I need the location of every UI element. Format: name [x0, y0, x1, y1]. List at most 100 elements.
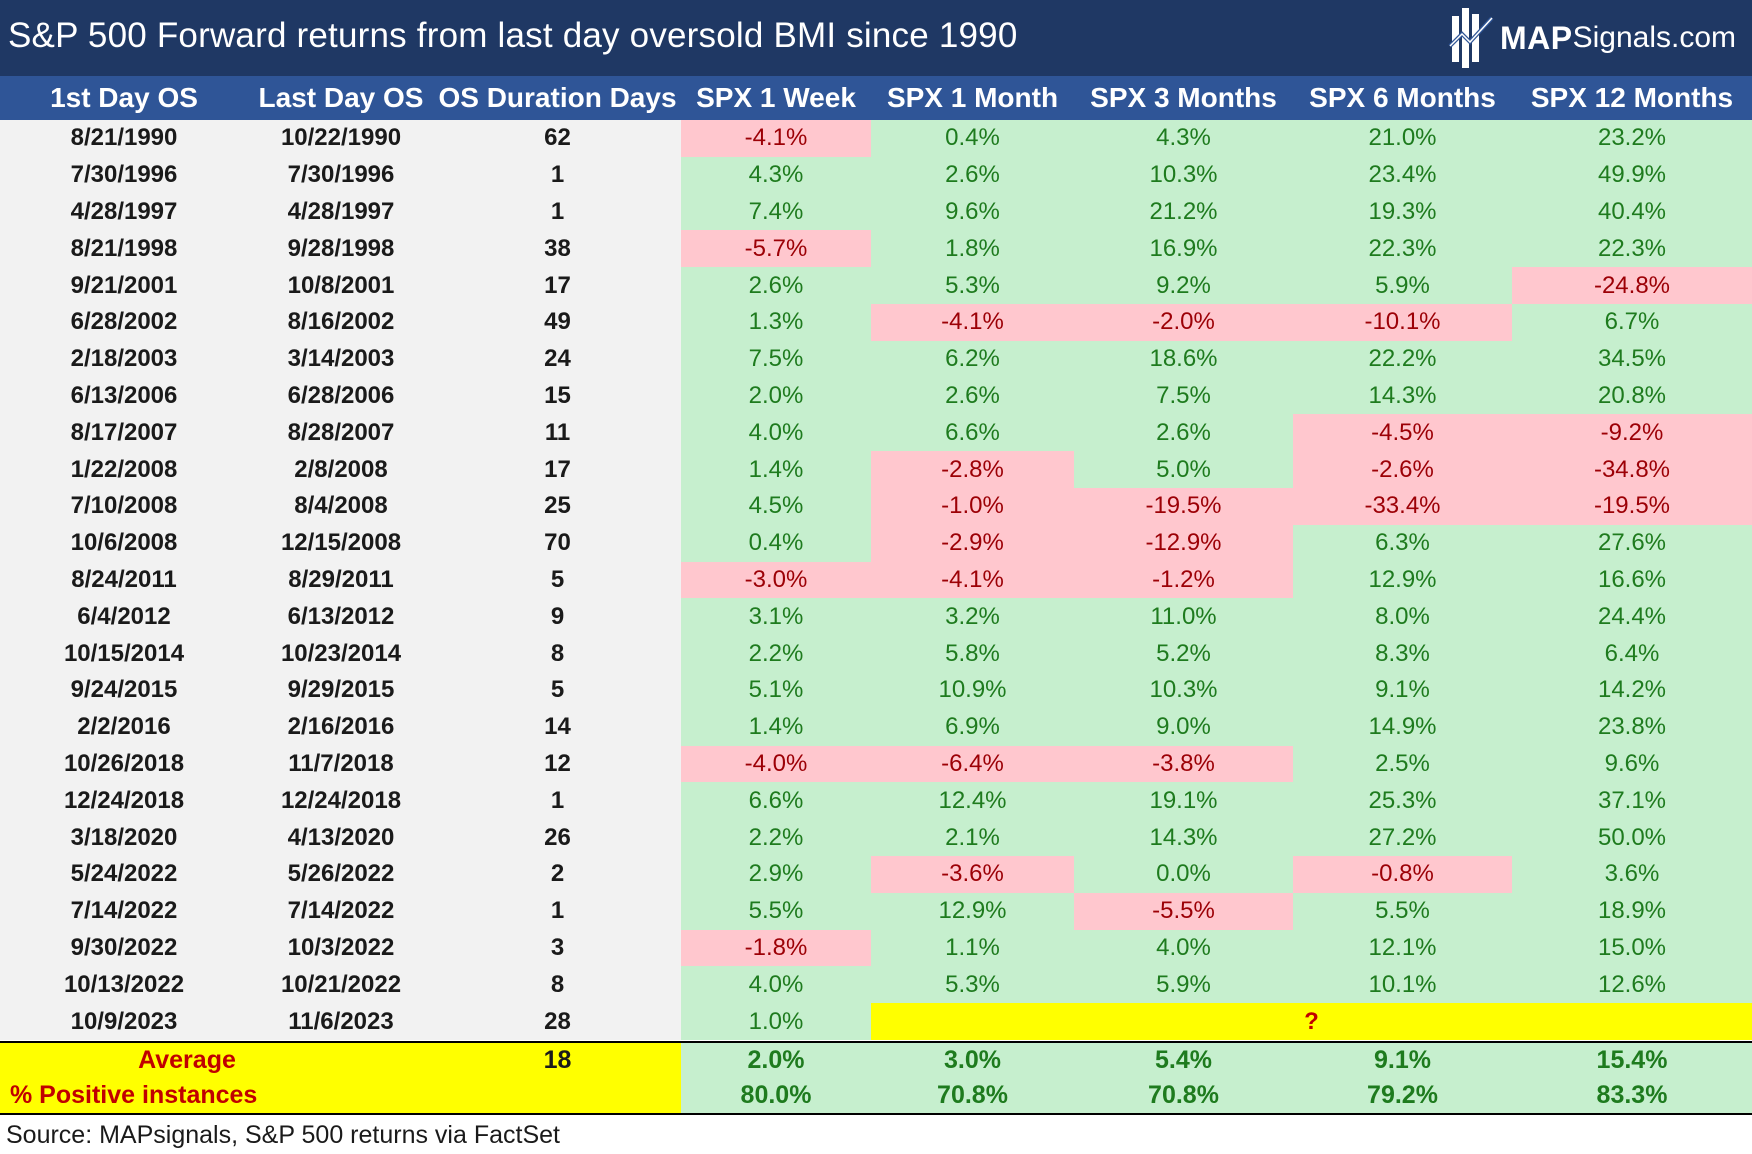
return-cell: 2.9% — [681, 855, 871, 893]
last-day-cell: 10/21/2022 — [248, 966, 434, 1004]
first-day-cell: 5/24/2022 — [0, 855, 248, 893]
return-cell: 2.6% — [1074, 414, 1293, 452]
source-note: Source: MAPsignals, S&P 500 returns via … — [6, 1121, 560, 1149]
return-cell: -10.1% — [1293, 303, 1512, 341]
first-day-cell: 10/15/2014 — [0, 635, 248, 672]
return-cell: 4.3% — [1074, 120, 1293, 157]
duration-cell: 1 — [434, 156, 681, 194]
summary-value: 79.2% — [1293, 1078, 1512, 1113]
return-cell: 2.6% — [681, 267, 871, 304]
return-cell: 2.0% — [681, 377, 871, 415]
return-cell: 4.5% — [681, 487, 871, 525]
return-cell: 49.9% — [1512, 156, 1752, 194]
return-cell: 0.4% — [871, 120, 1074, 157]
first-day-cell: 1/22/2008 — [0, 451, 248, 488]
return-cell: 7.5% — [681, 340, 871, 378]
last-day-cell: 4/28/1997 — [248, 193, 434, 231]
duration-cell: 11 — [434, 414, 681, 452]
return-cell: -2.9% — [871, 524, 1074, 562]
return-cell: -19.5% — [1074, 487, 1293, 525]
table-row: 3/18/2020 4/13/2020 26 2.2% 2.1% 14.3% 27.2% 50… — [0, 819, 1752, 856]
table-row: 7/14/2022 7/14/2022 1 5.5% 12.9% -5.5% 5.5% 18.… — [0, 892, 1752, 930]
duration-cell: 15 — [434, 377, 681, 415]
return-cell: -3.0% — [681, 561, 871, 599]
return-cell: 10.9% — [871, 671, 1074, 709]
first-day-cell: 7/30/1996 — [0, 156, 248, 194]
return-cell: 2.6% — [871, 377, 1074, 415]
table-row: 10/13/2022 10/21/2022 8 4.0% 5.3% 5.9% 10.1% 12… — [0, 966, 1752, 1004]
return-cell: -33.4% — [1293, 487, 1512, 525]
summary-value: 80.0% — [681, 1078, 871, 1113]
return-cell: 22.3% — [1293, 230, 1512, 268]
return-cell: -1.0% — [871, 487, 1074, 525]
return-cell: 14.3% — [1293, 377, 1512, 415]
return-cell: -4.1% — [871, 303, 1074, 341]
duration-cell: 28 — [434, 1003, 681, 1040]
table-row: 2/2/2016 2/16/2016 14 1.4% 6.9% 9.0% 14.9% 23.8… — [0, 708, 1752, 746]
column-header: SPX 1 Week — [696, 82, 856, 113]
return-cell: 15.0% — [1512, 929, 1752, 967]
return-cell: 5.5% — [1293, 892, 1512, 930]
last-day-cell: 2/16/2016 — [248, 708, 434, 746]
return-cell: -4.1% — [681, 120, 871, 157]
return-cell: 37.1% — [1512, 782, 1752, 820]
first-day-cell: 2/2/2016 — [0, 708, 248, 746]
last-day-cell: 8/16/2002 — [248, 303, 434, 341]
return-cell: 4.3% — [681, 156, 871, 194]
return-cell: -3.6% — [871, 855, 1074, 893]
map-signals-logo-icon — [1448, 8, 1494, 68]
return-cell: 12.9% — [871, 892, 1074, 930]
return-cell: -0.8% — [1293, 855, 1512, 893]
return-cell: 1.4% — [681, 451, 871, 488]
return-cell: -1.8% — [681, 929, 871, 967]
duration-cell: 1 — [434, 782, 681, 820]
last-day-cell: 3/14/2003 — [248, 340, 434, 378]
summary-label: Average — [0, 1043, 434, 1078]
return-cell: 3.1% — [681, 598, 871, 636]
duration-cell: 5 — [434, 561, 681, 599]
return-cell: 18.6% — [1074, 340, 1293, 378]
return-cell: 4.0% — [681, 966, 871, 1004]
return-cell: 0.0% — [1074, 855, 1293, 893]
chart-title: S&P 500 Forward returns from last day ov… — [8, 16, 1018, 55]
return-cell: 5.2% — [1074, 635, 1293, 672]
logo-text-strong: MAP — [1499, 19, 1573, 56]
return-cell: 12.4% — [871, 782, 1074, 820]
table-row: 8/21/1990 10/22/1990 62 -4.1% 0.4% 4.3% 21.0% 2… — [0, 120, 1752, 157]
return-cell: 5.0% — [1074, 451, 1293, 488]
return-cell: 23.4% — [1293, 156, 1512, 194]
duration-cell: 3 — [434, 929, 681, 967]
return-cell: 12.1% — [1293, 929, 1512, 967]
table-row: 6/28/2002 8/16/2002 49 1.3% -4.1% -2.0% -10.1%… — [0, 303, 1752, 341]
duration-cell: 25 — [434, 487, 681, 525]
return-cell: 7.4% — [681, 193, 871, 231]
return-cell: 1.3% — [681, 303, 871, 341]
summary-value: 5.4% — [1074, 1043, 1293, 1078]
table-row: 1/22/2008 2/8/2008 17 1.4% -2.8% 5.0% -2.6% -34… — [0, 451, 1752, 488]
last-day-cell: 2/8/2008 — [248, 451, 434, 488]
duration-cell: 1 — [434, 892, 681, 930]
last-day-cell: 6/13/2012 — [248, 598, 434, 636]
return-cell: 9.1% — [1293, 671, 1512, 709]
return-cell: 14.2% — [1512, 671, 1752, 709]
duration-cell: 9 — [434, 598, 681, 636]
return-cell: 5.9% — [1293, 267, 1512, 304]
return-cell: 16.9% — [1074, 230, 1293, 268]
summary-duration — [434, 1078, 681, 1113]
summary-value: 83.3% — [1512, 1078, 1752, 1113]
duration-cell: 1 — [434, 193, 681, 231]
last-day-cell: 10/3/2022 — [248, 929, 434, 967]
table-row: 6/13/2006 6/28/2006 15 2.0% 2.6% 7.5% 14.3% 20.… — [0, 377, 1752, 415]
return-cell: 6.6% — [681, 782, 871, 820]
first-day-cell: 10/6/2008 — [0, 524, 248, 562]
duration-cell: 49 — [434, 303, 681, 341]
first-day-cell: 9/21/2001 — [0, 267, 248, 304]
last-day-cell: 10/8/2001 — [248, 267, 434, 304]
pending-returns-cell: ? — [871, 1003, 1752, 1040]
return-cell: 2.2% — [681, 635, 871, 672]
summary-duration: 18 — [434, 1043, 681, 1078]
column-header: SPX 1 Month — [886, 82, 1059, 113]
return-cell: 2.1% — [871, 819, 1074, 856]
summary-label: % Positive instances — [0, 1078, 434, 1113]
duration-cell: 2 — [434, 855, 681, 893]
